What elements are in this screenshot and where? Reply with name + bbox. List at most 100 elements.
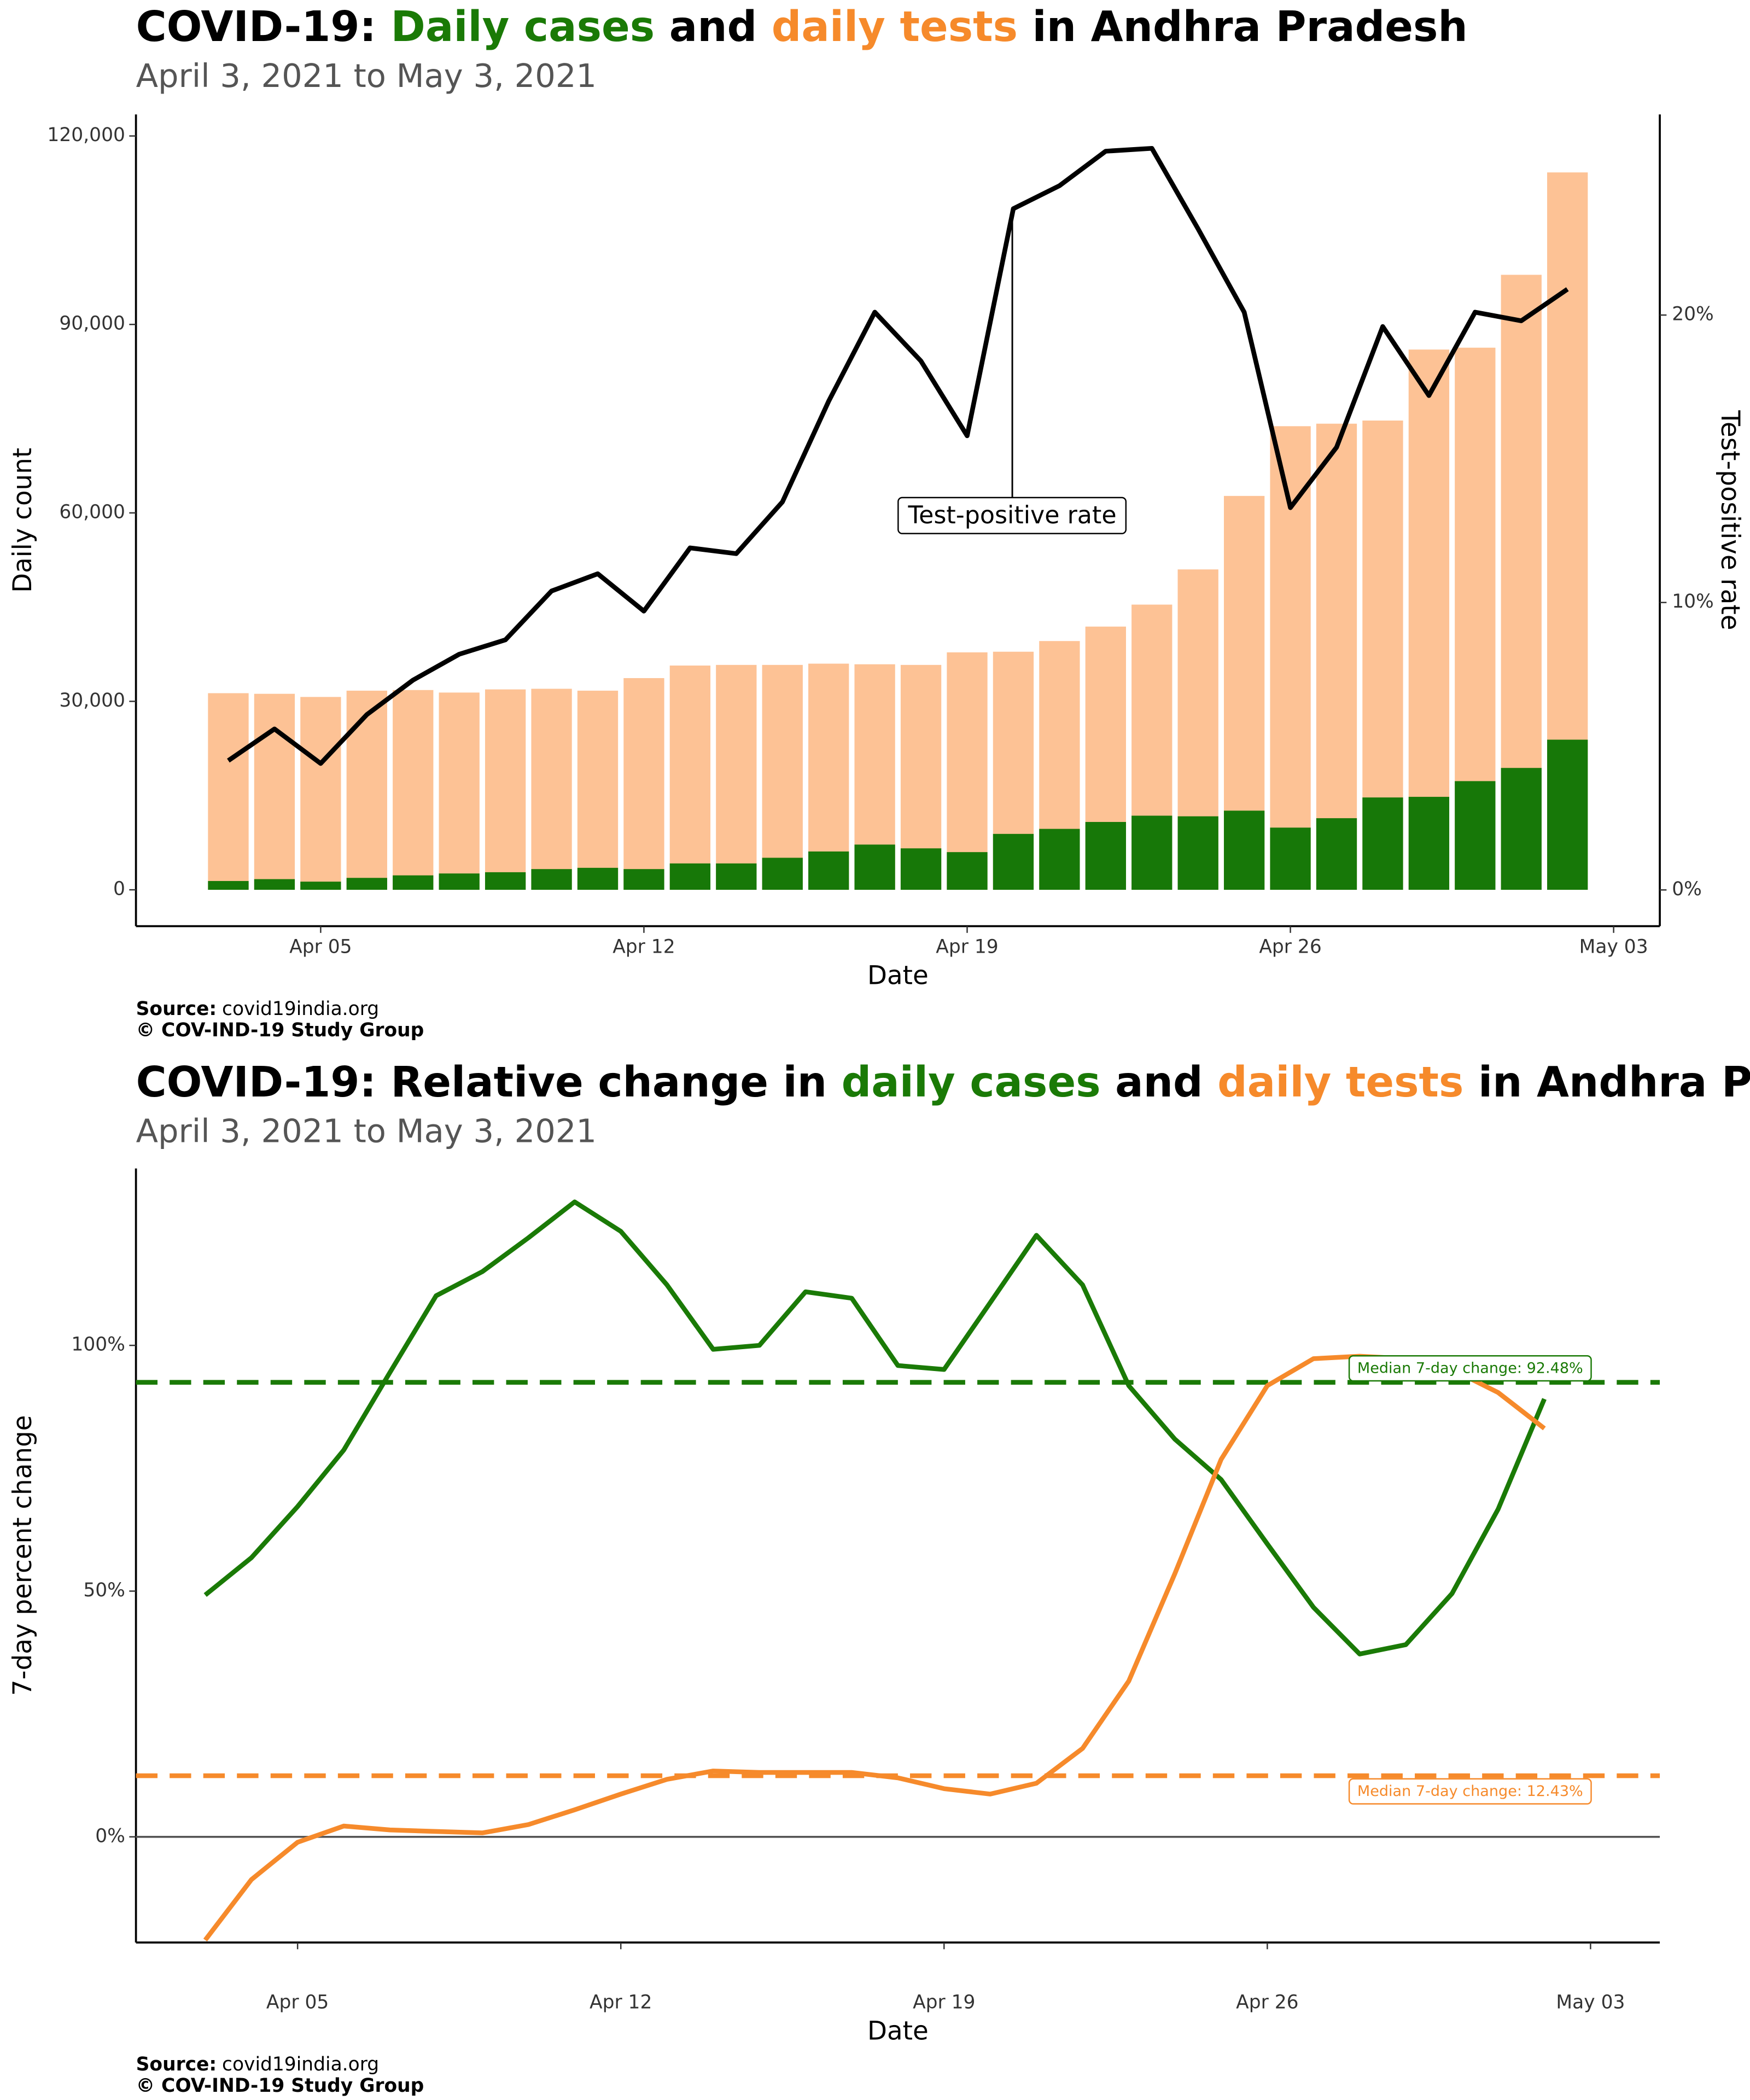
bar bbox=[1408, 797, 1450, 890]
source: Source: covid19india.org bbox=[136, 998, 380, 1020]
y-tick-label: 120,000 bbox=[47, 124, 125, 146]
source-label: Source: bbox=[136, 998, 217, 1020]
x-tick-label: Apr 05 bbox=[266, 1991, 329, 2013]
source-value: covid19india.org bbox=[222, 998, 379, 1020]
median-label-box bbox=[1348, 1355, 1592, 1382]
bar bbox=[1270, 426, 1311, 890]
bar bbox=[254, 879, 295, 890]
y-axis-label: Daily count bbox=[8, 448, 38, 593]
bar bbox=[1455, 781, 1496, 890]
x-tick-label: Apr 26 bbox=[1259, 936, 1321, 958]
x-tick-label: Apr 12 bbox=[612, 936, 675, 958]
title-part: in Andhra Pradesh bbox=[1018, 2, 1468, 51]
chart-subtitle: April 3, 2021 to May 3, 2021 bbox=[136, 1112, 597, 1150]
median-label-box bbox=[1348, 1778, 1592, 1805]
line bbox=[227, 145, 1569, 766]
credit: © COV-IND-19 Study Group bbox=[136, 2075, 424, 2097]
x-tick-label: Apr 19 bbox=[913, 1991, 975, 2013]
bar bbox=[393, 690, 434, 890]
bar bbox=[346, 878, 387, 890]
title-part: Daily cases bbox=[391, 2, 655, 51]
x-tick-label: Apr 12 bbox=[590, 1991, 652, 2013]
title-part: daily tests bbox=[1217, 1058, 1463, 1106]
chart-title: COVID-19: Daily cases and daily tests in… bbox=[136, 2, 1468, 51]
bar bbox=[485, 689, 526, 890]
y-axis-label: 7-day percent change bbox=[8, 1415, 38, 1696]
bar bbox=[300, 697, 341, 890]
bar bbox=[716, 664, 757, 890]
bar bbox=[393, 875, 434, 890]
bar bbox=[1039, 829, 1080, 890]
bar bbox=[1316, 818, 1357, 890]
chart-title: COVID-19: Relative change in daily cases… bbox=[136, 1058, 1750, 1106]
bar bbox=[346, 690, 387, 890]
y-tick-label: 30,000 bbox=[59, 690, 125, 711]
bar bbox=[623, 678, 664, 890]
bar bbox=[531, 869, 572, 890]
x-tick-label: Apr 05 bbox=[289, 936, 352, 958]
y-tick-label: 50% bbox=[83, 1579, 125, 1601]
annotation-box bbox=[897, 497, 1127, 534]
y-tick-label: 0 bbox=[113, 878, 125, 900]
bar bbox=[208, 693, 249, 890]
bar bbox=[854, 844, 895, 890]
line bbox=[203, 1199, 1547, 1656]
bar bbox=[1501, 768, 1542, 890]
bar bbox=[947, 652, 988, 890]
chart-subtitle: April 3, 2021 to May 3, 2021 bbox=[136, 57, 597, 95]
bar bbox=[439, 692, 480, 890]
bar bbox=[577, 690, 619, 890]
x-tick-label: May 03 bbox=[1579, 936, 1648, 958]
bar bbox=[254, 693, 295, 890]
x-axis-label: Date bbox=[867, 2016, 929, 2046]
title-part: daily cases bbox=[842, 1058, 1101, 1106]
bar bbox=[716, 863, 757, 890]
bar bbox=[669, 665, 711, 890]
source-label: Source: bbox=[136, 2054, 217, 2075]
credit: © COV-IND-19 Study Group bbox=[136, 1019, 424, 1041]
bar bbox=[208, 880, 249, 890]
y-tick-label: 100% bbox=[71, 1334, 125, 1356]
bar bbox=[1362, 797, 1403, 890]
y2-tick-label: 10% bbox=[1672, 591, 1714, 612]
title-part: and bbox=[655, 2, 772, 51]
bar bbox=[1085, 822, 1126, 890]
source: Source: covid19india.org bbox=[136, 2054, 380, 2075]
bar bbox=[623, 869, 664, 890]
bar bbox=[439, 873, 480, 890]
bar bbox=[577, 867, 619, 890]
y-tick-label: 90,000 bbox=[59, 313, 125, 335]
bar bbox=[900, 848, 942, 890]
bar bbox=[669, 863, 711, 890]
bar bbox=[947, 852, 988, 890]
bar bbox=[1547, 739, 1588, 890]
x-tick-label: May 03 bbox=[1556, 1991, 1625, 2013]
y2-tick-label: 0% bbox=[1672, 878, 1702, 900]
bar bbox=[762, 858, 803, 890]
y-tick-label: 60,000 bbox=[59, 501, 125, 523]
y2-tick-label: 20% bbox=[1672, 304, 1714, 325]
x-axis-label: Date bbox=[867, 961, 929, 991]
annotation-label: Test-positive rate bbox=[908, 501, 1117, 529]
bar bbox=[300, 882, 341, 890]
source-value: covid19india.org bbox=[222, 2054, 379, 2075]
title-part: COVID-19: Relative change in bbox=[136, 1058, 842, 1106]
bar bbox=[1223, 810, 1265, 890]
median-label: Median 7-day change: 12.43% bbox=[1357, 1783, 1583, 1800]
title-part: and bbox=[1101, 1058, 1218, 1106]
bar bbox=[762, 664, 803, 890]
bar bbox=[1177, 816, 1218, 890]
y-tick-label: 0% bbox=[95, 1825, 125, 1847]
y2-axis-label: Test-positive rate bbox=[1715, 410, 1745, 630]
bar bbox=[1131, 815, 1172, 890]
title-part: COVID-19: bbox=[136, 2, 391, 51]
bar bbox=[1316, 423, 1357, 890]
bar bbox=[808, 851, 849, 890]
x-tick-label: Apr 19 bbox=[936, 936, 998, 958]
bar bbox=[993, 833, 1034, 890]
median-label: Median 7-day change: 92.48% bbox=[1357, 1360, 1583, 1377]
title-part: daily tests bbox=[772, 2, 1018, 51]
x-tick-label: Apr 26 bbox=[1236, 1991, 1298, 2013]
